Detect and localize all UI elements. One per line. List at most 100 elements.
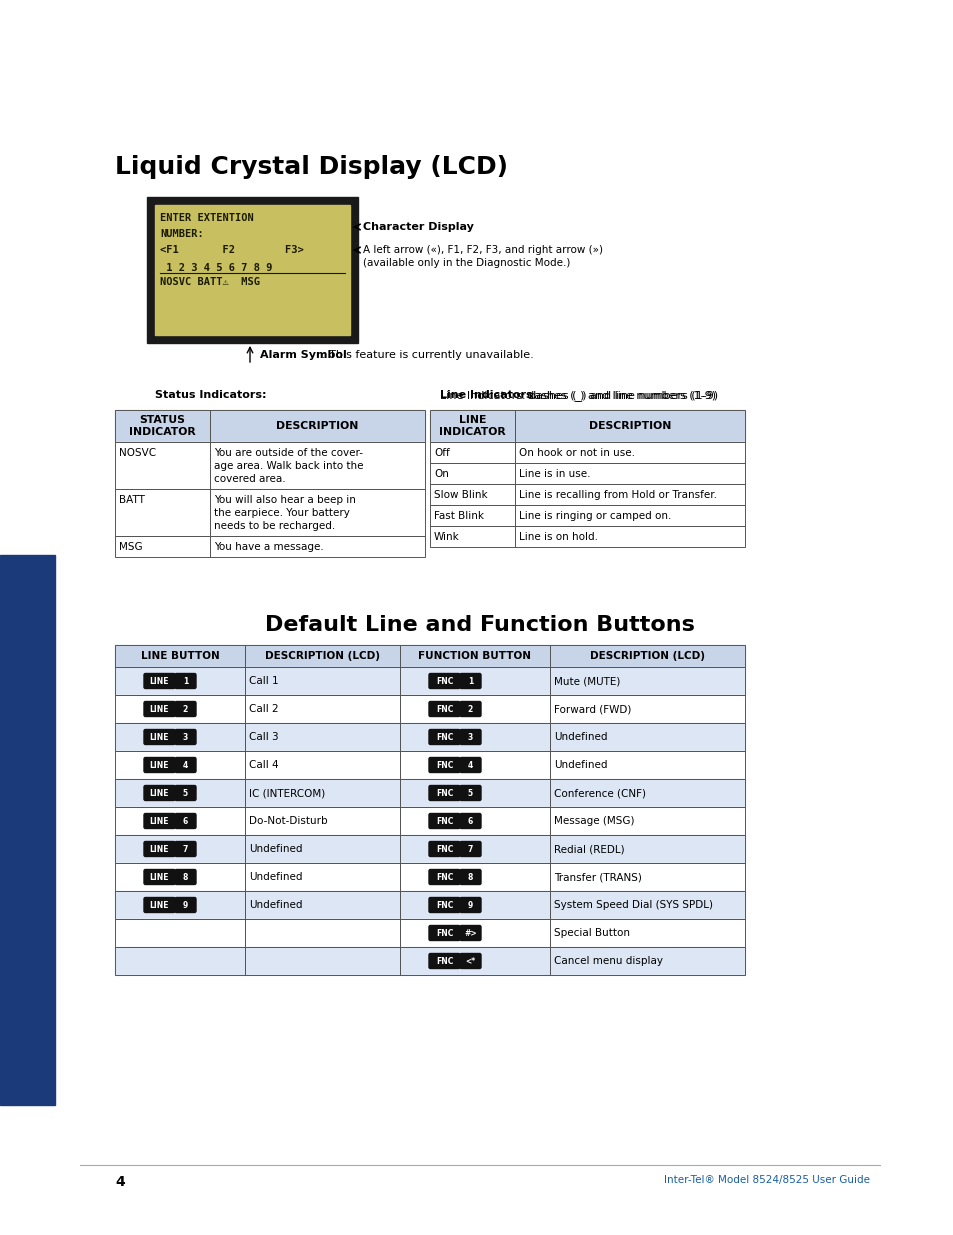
Bar	[515, 463, 744, 484]
Text: 8: 8	[467, 872, 473, 882]
Text: Forward (FWD): Forward (FWD)	[554, 704, 631, 714]
Text: LINE: LINE	[150, 900, 169, 909]
FancyBboxPatch shape	[459, 898, 480, 913]
Text: Redial (REDL): Redial (REDL)	[554, 844, 624, 853]
Text: 9: 9	[183, 900, 188, 909]
Bar	[550, 722, 744, 751]
Bar	[550, 667, 744, 695]
Bar	[115, 806, 245, 835]
Text: 2: 2	[467, 704, 473, 714]
Bar	[115, 779, 245, 806]
Text: FNC: FNC	[436, 704, 453, 714]
Text: age area. Walk back into the: age area. Walk back into the	[213, 461, 363, 471]
Text: LINE: LINE	[150, 872, 169, 882]
Text: the earpiece. Your battery: the earpiece. Your battery	[213, 508, 350, 517]
Bar	[245, 645, 399, 667]
Text: needs to be recharged.: needs to be recharged.	[213, 521, 335, 531]
Bar	[245, 695, 399, 722]
FancyBboxPatch shape	[429, 953, 459, 968]
Bar	[245, 806, 399, 835]
Bar	[399, 645, 550, 667]
FancyBboxPatch shape	[174, 785, 195, 800]
FancyBboxPatch shape	[174, 701, 195, 716]
Bar	[245, 751, 399, 779]
Bar	[245, 919, 399, 947]
FancyBboxPatch shape	[429, 673, 459, 688]
Bar	[115, 751, 245, 779]
Text: FNC: FNC	[436, 816, 453, 825]
Text: DESCRIPTION (LCD): DESCRIPTION (LCD)	[589, 651, 704, 661]
Bar	[115, 890, 245, 919]
Bar	[399, 890, 550, 919]
FancyBboxPatch shape	[429, 785, 459, 800]
Bar	[245, 645, 399, 667]
FancyBboxPatch shape	[459, 925, 480, 941]
Text: 3: 3	[467, 732, 473, 741]
Bar	[245, 835, 399, 863]
Text: DESCRIPTION (LCD): DESCRIPTION (LCD)	[265, 651, 379, 661]
Text: Call 1: Call 1	[249, 676, 278, 685]
Text: FNC: FNC	[436, 788, 453, 798]
Text: DESCRIPTION: DESCRIPTION	[276, 421, 358, 431]
Bar	[430, 526, 515, 547]
Bar	[115, 410, 210, 442]
Bar	[399, 890, 550, 919]
Bar	[430, 505, 515, 526]
Bar	[515, 505, 744, 526]
FancyBboxPatch shape	[144, 701, 174, 716]
Bar	[115, 442, 210, 489]
FancyBboxPatch shape	[459, 953, 480, 968]
Bar	[399, 835, 550, 863]
Bar	[115, 947, 245, 974]
Bar	[399, 806, 550, 835]
Text: MSG: MSG	[119, 542, 143, 552]
Text: NOSVC: NOSVC	[119, 448, 156, 458]
Text: Line Indicators: Line Indicators	[439, 390, 532, 400]
Text: On: On	[434, 469, 449, 479]
FancyBboxPatch shape	[459, 757, 480, 773]
Bar	[210, 410, 424, 442]
Bar	[399, 667, 550, 695]
Text: 6: 6	[183, 816, 188, 825]
Bar	[399, 863, 550, 890]
FancyBboxPatch shape	[429, 757, 459, 773]
Text: Line is on hold.: Line is on hold.	[518, 532, 598, 542]
FancyBboxPatch shape	[429, 841, 459, 857]
Text: Character Display: Character Display	[363, 222, 474, 232]
Bar	[399, 645, 550, 667]
FancyBboxPatch shape	[429, 814, 459, 829]
Bar	[115, 863, 245, 890]
Bar	[210, 536, 424, 557]
Bar	[550, 695, 744, 722]
FancyBboxPatch shape	[144, 673, 174, 688]
Bar	[115, 667, 245, 695]
Bar	[430, 526, 515, 547]
Bar	[550, 835, 744, 863]
Text: FNC: FNC	[436, 845, 453, 853]
Bar	[399, 947, 550, 974]
Bar	[399, 695, 550, 722]
Text: 5: 5	[468, 788, 473, 798]
FancyBboxPatch shape	[174, 757, 195, 773]
Text: Wink: Wink	[434, 532, 459, 542]
Bar	[399, 835, 550, 863]
Bar	[115, 779, 245, 806]
Text: Line is ringing or camped on.: Line is ringing or camped on.	[518, 511, 671, 521]
Bar	[515, 526, 744, 547]
Text: Undefined: Undefined	[249, 872, 302, 882]
Bar	[515, 463, 744, 484]
Bar	[210, 410, 424, 442]
Text: Do-Not-Disturb: Do-Not-Disturb	[249, 816, 327, 826]
Bar	[115, 835, 245, 863]
Text: : This feature is currently unavailable.: : This feature is currently unavailable.	[322, 350, 533, 359]
Text: Call 2: Call 2	[249, 704, 278, 714]
FancyBboxPatch shape	[429, 925, 459, 941]
FancyBboxPatch shape	[144, 730, 174, 745]
Bar	[115, 806, 245, 835]
Bar	[430, 484, 515, 505]
Bar	[245, 919, 399, 947]
Bar	[210, 489, 424, 536]
Text: System Speed Dial (SYS SPDL): System Speed Dial (SYS SPDL)	[554, 900, 712, 910]
FancyBboxPatch shape	[144, 757, 174, 773]
Bar	[550, 751, 744, 779]
